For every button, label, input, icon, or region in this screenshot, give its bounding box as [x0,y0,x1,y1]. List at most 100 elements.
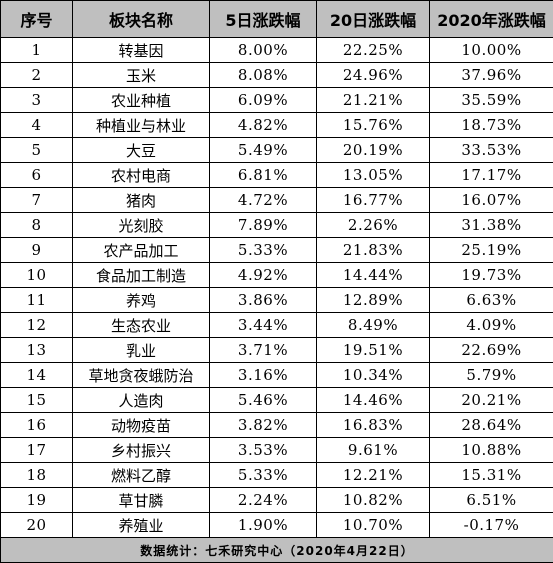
cell-20day-change: 13.05% [317,163,430,188]
cell-5day-change: 8.00% [210,38,317,63]
cell-5day-change: 3.82% [210,413,317,438]
data-source-note: 数据统计：七禾研究中心（2020年4月22日） [1,538,553,563]
cell-sector-name: 养鸡 [73,288,210,313]
cell-2020-change: 20.21% [430,388,553,413]
cell-sector-name: 食品加工制造 [73,263,210,288]
cell-20day-change: 22.25% [317,38,430,63]
header-cell-sector-name: 板块名称 [73,1,210,38]
cell-2020-change: 16.07% [430,188,553,213]
cell-index: 14 [1,363,73,388]
cell-index: 15 [1,388,73,413]
cell-5day-change: 4.92% [210,263,317,288]
cell-sector-name: 转基因 [73,38,210,63]
cell-index: 1 [1,38,73,63]
cell-20day-change: 15.76% [317,113,430,138]
cell-20day-change: 10.70% [317,513,430,538]
cell-5day-change: 6.81% [210,163,317,188]
cell-20day-change: 21.21% [317,88,430,113]
cell-20day-change: 19.51% [317,338,430,363]
cell-20day-change: 12.21% [317,463,430,488]
cell-index: 5 [1,138,73,163]
cell-sector-name: 动物疫苗 [73,413,210,438]
cell-sector-name: 草甘膦 [73,488,210,513]
cell-index: 9 [1,238,73,263]
cell-2020-change: 15.31% [430,463,553,488]
cell-index: 13 [1,338,73,363]
cell-20day-change: 24.96% [317,63,430,88]
cell-20day-change: 20.19% [317,138,430,163]
cell-2020-change: 18.73% [430,113,553,138]
cell-sector-name: 种植业与林业 [73,113,210,138]
cell-index: 18 [1,463,73,488]
cell-index: 8 [1,213,73,238]
header-cell-index: 序号 [1,1,73,38]
cell-5day-change: 7.89% [210,213,317,238]
cell-20day-change: 14.44% [317,263,430,288]
header-row: 序号 板块名称 5日涨跌幅 20日涨跌幅 2020年涨跌幅 [1,1,553,38]
cell-20day-change: 10.34% [317,363,430,388]
cell-20day-change: 16.77% [317,188,430,213]
cell-20day-change: 10.82% [317,488,430,513]
cell-sector-name: 大豆 [73,138,210,163]
cell-2020-change: 6.63% [430,288,553,313]
table-header: 序号 板块名称 5日涨跌幅 20日涨跌幅 2020年涨跌幅 [1,1,553,38]
cell-20day-change: 21.83% [317,238,430,263]
cell-index: 20 [1,513,73,538]
cell-2020-change: 25.19% [430,238,553,263]
cell-sector-name: 生态农业 [73,313,210,338]
table-footer: 数据统计：七禾研究中心（2020年4月22日） [1,538,553,563]
cell-2020-change: 19.73% [430,263,553,288]
cell-index: 4 [1,113,73,138]
cell-index: 6 [1,163,73,188]
cell-sector-name: 乡村振兴 [73,438,210,463]
cell-2020-change: 28.64% [430,413,553,438]
header-cell-2020-change: 2020年涨跌幅 [430,1,553,38]
cell-20day-change: 8.49% [317,313,430,338]
cell-5day-change: 5.49% [210,138,317,163]
cell-sector-name: 养殖业 [73,513,210,538]
cell-5day-change: 5.33% [210,238,317,263]
cell-sector-name: 燃料乙醇 [73,463,210,488]
cell-2020-change: 37.96% [430,63,553,88]
cell-5day-change: 1.90% [210,513,317,538]
cell-sector-name: 草地贪夜蛾防治 [73,363,210,388]
cell-5day-change: 3.86% [210,288,317,313]
cell-index: 11 [1,288,73,313]
cell-2020-change: 5.79% [430,363,553,388]
cell-5day-change: 6.09% [210,88,317,113]
cell-index: 17 [1,438,73,463]
header-cell-5day-change: 5日涨跌幅 [210,1,317,38]
cell-sector-name: 人造肉 [73,388,210,413]
cell-5day-change: 3.53% [210,438,317,463]
cell-index: 12 [1,313,73,338]
cell-2020-change: 10.88% [430,438,553,463]
header-cell-20day-change: 20日涨跌幅 [317,1,430,38]
cell-5day-change: 4.82% [210,113,317,138]
footer-row: 数据统计：七禾研究中心（2020年4月22日） [1,538,553,563]
cell-2020-change: 4.09% [430,313,553,338]
cell-20day-change: 16.83% [317,413,430,438]
cell-2020-change: -0.17% [430,513,553,538]
cell-sector-name: 猪肉 [73,188,210,213]
cell-20day-change: 12.89% [317,288,430,313]
cell-index: 7 [1,188,73,213]
cell-5day-change: 2.24% [210,488,317,513]
cell-index: 16 [1,413,73,438]
